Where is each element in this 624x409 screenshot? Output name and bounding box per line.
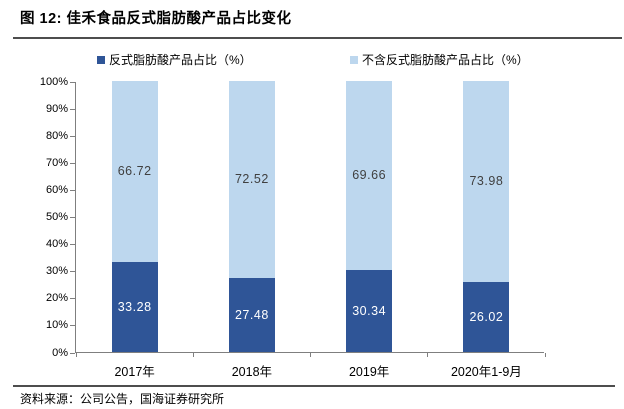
bar-segment-series0-cat3: 26.02: [463, 281, 510, 352]
legend-item-0: 反式脂肪酸产品占比（%）: [97, 51, 252, 68]
bar-value-label: 33.28: [117, 299, 152, 314]
y-axis-label: 60%: [45, 183, 68, 196]
y-axis-tick: [70, 162, 75, 164]
bar-value-label: 69.66: [352, 168, 387, 183]
bar-group-0: 33.28 66.72: [111, 81, 158, 352]
legend-item-1: 不含反式脂肪酸产品占比（%）: [350, 51, 529, 68]
legend-swatch-icon: [350, 55, 358, 64]
bar-segment-series0-cat2: 30.34: [346, 269, 393, 352]
y-axis-label: 100%: [39, 75, 68, 88]
bar-value-label: 72.52: [234, 172, 269, 187]
y-axis-label: 20%: [45, 292, 68, 305]
y-axis-tick: [70, 189, 75, 191]
x-axis-category-label: 2019年: [348, 365, 390, 379]
bar-segment-series1-cat1: 72.52: [228, 81, 275, 278]
bar-group-1: 27.48 72.52: [228, 81, 275, 352]
bar-group-2: 30.34 69.66: [346, 81, 393, 352]
chart-legend: 反式脂肪酸产品占比（%） 不含反式脂肪酸产品占比（%）: [0, 51, 624, 67]
x-axis-category-label: 2018年: [231, 365, 273, 379]
x-axis-tick: [310, 353, 311, 357]
y-axis-label: 50%: [45, 211, 68, 223]
x-axis-tick: [544, 353, 546, 357]
y-axis-label: 70%: [45, 156, 68, 169]
y-axis-label: 10%: [45, 319, 68, 332]
y-axis-tick: [70, 298, 75, 300]
bar-group-3: 26.02 73.98: [463, 81, 510, 352]
bar-value-label: 66.72: [117, 164, 152, 179]
y-axis-tick: [70, 108, 75, 110]
bar-segment-series0-cat1: 27.48: [228, 277, 275, 352]
bar-value-label: 27.48: [234, 307, 269, 322]
y-axis-label: 40%: [45, 238, 68, 251]
y-axis-tick: [70, 81, 75, 83]
y-axis-tick: [70, 271, 75, 273]
legend-label: 不含反式脂肪酸产品占比（%）: [362, 53, 529, 67]
bar-value-label: 73.98: [469, 174, 504, 189]
y-axis-label: 90%: [45, 102, 68, 115]
y-axis-label: 30%: [45, 265, 68, 278]
legend-swatch-icon: [97, 55, 105, 64]
y-axis-tick: [70, 352, 75, 354]
title-divider: [13, 37, 622, 39]
y-axis-tick: [70, 244, 75, 246]
y-axis-tick: [70, 217, 75, 218]
bar-segment-series1-cat3: 73.98: [463, 81, 510, 282]
y-axis-tick: [70, 135, 75, 137]
plot-area: 0% 10% 20% 30% 40% 50% 60% 70% 80% 90% 100% 33.28 66…: [40, 76, 546, 379]
x-axis-tick: [192, 353, 194, 357]
bar-value-label: 30.34: [352, 303, 387, 318]
figure-title: 图 12: 佳禾食品反式脂肪酸产品占比变化: [20, 11, 292, 27]
x-axis-tick: [75, 353, 77, 357]
footer-divider: [13, 385, 615, 387]
y-axis-label: 0%: [52, 346, 68, 359]
y-axis-tick: [70, 325, 75, 327]
legend-label: 反式脂肪酸产品占比（%）: [109, 53, 252, 67]
bar-segment-series0-cat0: 33.28: [111, 261, 158, 352]
bar-value-label: 26.02: [469, 309, 504, 324]
x-axis-category-label: 2017年: [114, 365, 155, 379]
x-axis-tick: [427, 353, 429, 357]
source-note: 资料来源：公司公告，国海证券研究所: [20, 392, 225, 406]
x-axis-category-label: 2020年1-9月: [450, 365, 522, 379]
bar-segment-series1-cat0: 66.72: [111, 81, 158, 262]
bar-segment-series1-cat2: 69.66: [346, 81, 393, 270]
y-axis-label: 80%: [45, 129, 68, 142]
